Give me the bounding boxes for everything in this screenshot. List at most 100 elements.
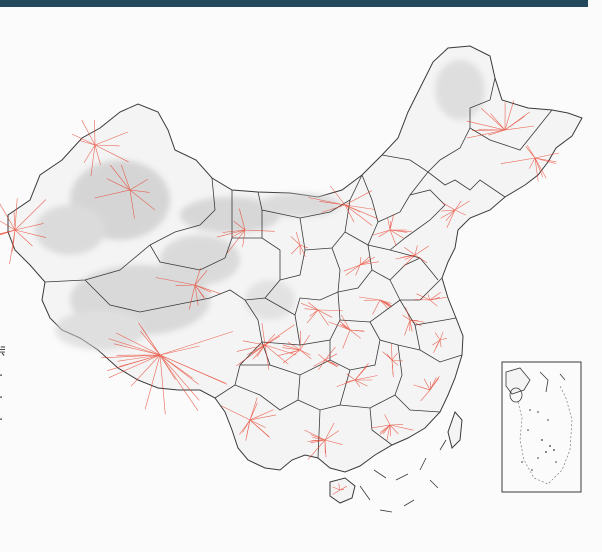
flow-line [339, 486, 348, 491]
flow-line [101, 354, 161, 359]
flow-line [534, 157, 556, 164]
flow-line [414, 245, 429, 256]
flow-line [14, 198, 18, 231]
flow-line [264, 324, 295, 346]
flow-line [0, 229, 16, 235]
taiwan-island [447, 411, 463, 449]
flow-line [81, 120, 96, 146]
flow-line [249, 409, 274, 421]
flow-line [324, 353, 338, 361]
flow-line [14, 199, 47, 231]
flow-line [404, 254, 416, 260]
flow-line [264, 344, 289, 365]
flow-line [159, 354, 199, 385]
flow-line [386, 424, 391, 441]
flow-line [328, 321, 351, 331]
flow-line [94, 144, 120, 147]
flow-line [454, 200, 470, 211]
flow-line [245, 419, 251, 441]
flow-line [359, 256, 376, 266]
flow-line [261, 322, 266, 346]
flow-line [387, 218, 391, 231]
flow-line [299, 349, 311, 356]
flow-line [318, 359, 326, 371]
flow-line [488, 129, 506, 136]
flow-line [130, 354, 161, 387]
flow-line [429, 292, 441, 301]
flow-line [389, 229, 404, 239]
flow-line [239, 419, 251, 435]
flow-line [454, 209, 466, 216]
flow-line [295, 232, 301, 246]
flow-line [317, 309, 343, 311]
flow-line [355, 264, 361, 276]
flow-line [309, 309, 319, 317]
flow-line [249, 397, 258, 421]
flow-line [391, 353, 398, 361]
sea-boundary-dashes [359, 439, 447, 513]
flow-line [227, 229, 246, 254]
flow-line [216, 229, 246, 238]
flow-line [242, 229, 246, 248]
flow-line [389, 424, 391, 437]
flow-line [264, 333, 276, 346]
flow-line [338, 483, 341, 491]
flow-line [159, 331, 233, 356]
flow-line [404, 319, 411, 336]
flow-line [236, 344, 266, 352]
flow-line [155, 277, 196, 286]
flow-line [299, 334, 310, 351]
flow-line [242, 340, 266, 346]
flow-line [432, 339, 441, 346]
flow-line [349, 329, 364, 332]
hainan-island [329, 477, 356, 504]
flow-line [372, 229, 391, 236]
flow-line [529, 157, 536, 169]
flow-line [403, 254, 416, 267]
flow-line [379, 299, 389, 309]
flow-line [108, 338, 161, 356]
flow-line [429, 378, 439, 391]
flow-line [233, 220, 246, 231]
flow-line [129, 178, 148, 191]
flow-line [313, 359, 326, 367]
flow-line [289, 349, 301, 354]
flow-line [391, 359, 399, 366]
flow-line [306, 309, 319, 324]
flow-line [349, 329, 361, 339]
flow-line [222, 229, 246, 233]
flow-line [354, 379, 368, 387]
south-china-sea-inset [501, 361, 582, 493]
flow-line [429, 381, 431, 391]
flow-line [339, 324, 351, 331]
flow-line [324, 430, 340, 441]
flow-line [194, 284, 199, 306]
flow-line [354, 375, 378, 381]
flow-line [264, 344, 297, 356]
flow-line [290, 244, 301, 255]
flow-line [312, 437, 326, 441]
flow-line [324, 439, 327, 458]
flow-line [490, 113, 506, 131]
flow-line [403, 247, 416, 256]
flow-line [231, 229, 246, 238]
flow-line [454, 200, 462, 211]
flow-line [129, 189, 155, 211]
flow-line [14, 229, 46, 238]
flow-line [409, 319, 413, 332]
flow-line [138, 322, 161, 356]
flow-line [140, 331, 161, 356]
flow-line [420, 389, 431, 402]
flow-line [405, 307, 411, 321]
flow-line [324, 422, 335, 441]
flow-line [467, 129, 506, 139]
flow-line [308, 302, 319, 311]
flow-line [90, 144, 96, 177]
flow-line [359, 256, 370, 266]
flow-line [307, 439, 326, 460]
flow-line [534, 157, 547, 179]
flow-line [414, 254, 428, 263]
flow-line [389, 229, 397, 247]
flow-lines [0, 100, 560, 495]
flow-line [344, 204, 375, 210]
